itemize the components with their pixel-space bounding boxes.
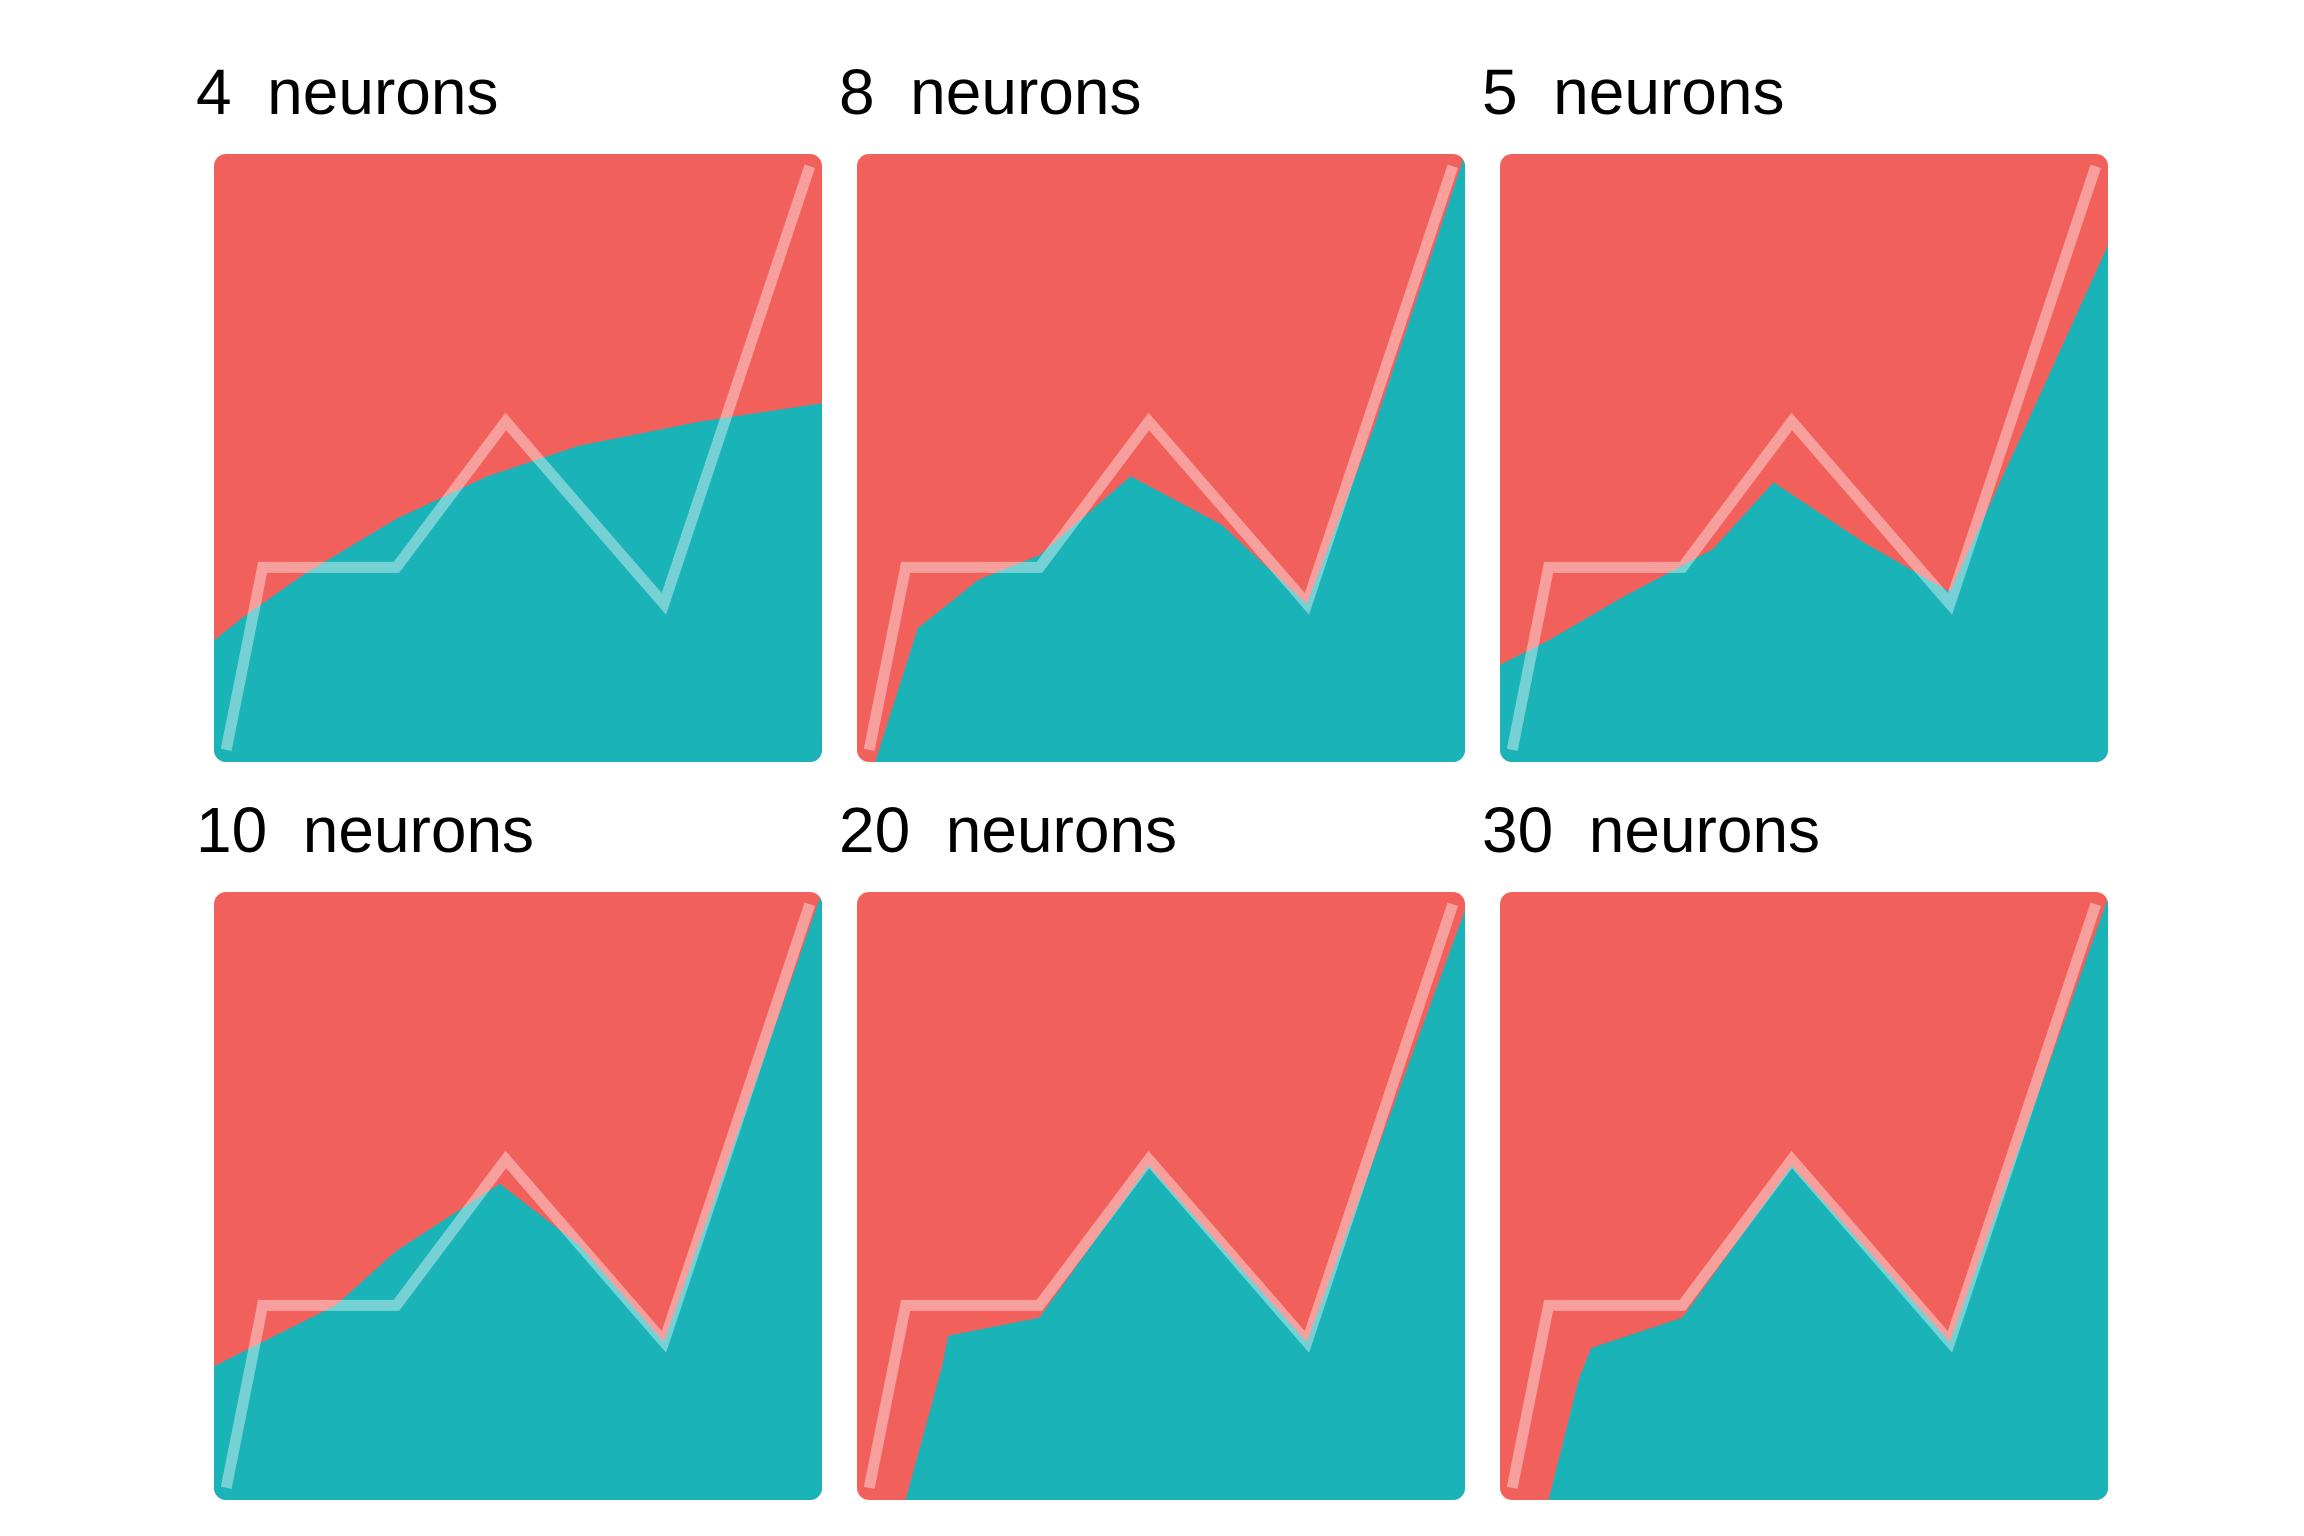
neuron-count: 8 [839, 56, 875, 128]
neuron-unit: neurons [1553, 56, 1785, 128]
plot-area [214, 892, 822, 1500]
lower-region [857, 910, 1465, 1500]
panel-title: 20 neurons [839, 798, 1177, 862]
neuron-unit: neurons [1588, 794, 1821, 866]
panel-title: 8 neurons [839, 60, 1141, 124]
plot-area [857, 892, 1465, 1500]
decision-plot [1500, 892, 2108, 1500]
plot-area [214, 154, 822, 762]
path-line [1506, 164, 2102, 751]
neuron-unit: neurons [267, 56, 499, 128]
panel-title: 4 neurons [196, 60, 498, 124]
neuron-count: 5 [1482, 56, 1518, 128]
lower-region [857, 154, 1465, 762]
neuron-unit: neurons [910, 56, 1142, 128]
neuron-count: 4 [196, 56, 232, 128]
lower-region [214, 403, 822, 762]
lower-region [1500, 245, 2108, 762]
decision-plot [214, 154, 822, 762]
decision-plot [214, 892, 822, 1500]
panel-title: 10 neurons [196, 798, 534, 862]
neuron-unit: neurons [945, 794, 1178, 866]
neuron-count: 10 [196, 794, 268, 866]
decision-plot [857, 154, 1465, 762]
plot-area [1500, 892, 2108, 1500]
neuron-count: 20 [839, 794, 911, 866]
panel-title: 5 neurons [1482, 60, 1784, 124]
lower-region [1500, 898, 2108, 1500]
neuron-unit: neurons [302, 794, 535, 866]
decision-plot [857, 892, 1465, 1500]
path-line [1506, 902, 2102, 1489]
decision-plot [1500, 154, 2108, 762]
path-line [863, 902, 1459, 1489]
plot-area [1500, 154, 2108, 762]
panel-title: 30 neurons [1482, 798, 1820, 862]
plot-area [857, 154, 1465, 762]
neuron-count: 30 [1482, 794, 1554, 866]
path-line [220, 164, 816, 751]
path-line [863, 164, 1459, 751]
path-line [220, 902, 816, 1489]
lower-region [214, 892, 822, 1500]
